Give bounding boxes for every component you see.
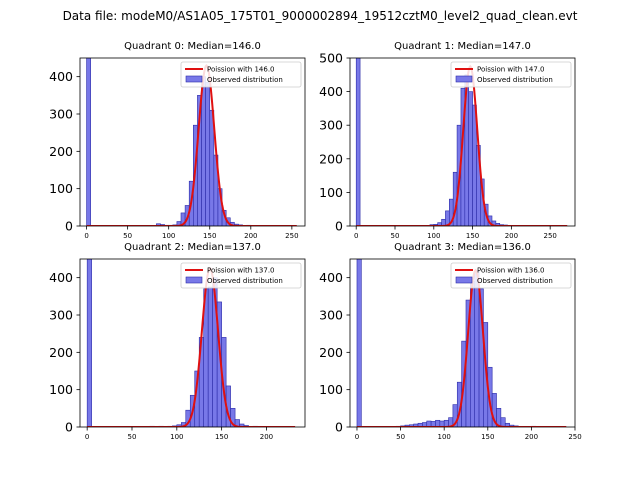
- axes-frame: [79, 57, 306, 227]
- x-tick-label: 50: [396, 433, 405, 441]
- y-tick-label: 300: [319, 308, 343, 323]
- subplot-title: Quadrant 0: Median=146.0: [124, 41, 261, 52]
- y-tick-label: 0: [65, 219, 73, 234]
- y-tick-label: 400: [49, 69, 73, 84]
- y-tick-label: 0: [335, 420, 343, 435]
- x-tick-label: 200: [525, 433, 538, 441]
- x-tick-label: 150: [215, 433, 228, 441]
- x-tick-label: 250: [543, 232, 556, 240]
- y-tick-label: 400: [319, 270, 343, 285]
- legend-label-observed: Observed distribution: [477, 76, 553, 84]
- x-tick-label: 200: [505, 232, 518, 240]
- y-tick-label: 0: [335, 219, 343, 234]
- legend-label-poisson: Poission with 146.0: [207, 66, 275, 74]
- y-tick-label: 300: [319, 118, 343, 133]
- legend-label-poisson: Poission with 137.0: [207, 267, 275, 275]
- histogram-bar: [205, 81, 211, 226]
- y-tick-label: 300: [49, 308, 73, 323]
- legend-bar-swatch: [455, 75, 473, 83]
- x-tick-label: 100: [427, 232, 440, 240]
- legend-label-poisson: Poission with 136.0: [477, 267, 545, 275]
- x-tick-label: 50: [128, 433, 137, 441]
- x-tick-label: 200: [260, 433, 273, 441]
- subplot-quadrant-0: Quadrant 0: Median=146.0 0 50 100 150 200 250 0…: [49, 41, 306, 240]
- poisson-fit-line: [86, 64, 297, 226]
- x-tick-label: 100: [437, 433, 450, 441]
- y-tick-label: 300: [49, 107, 73, 122]
- x-tick-label: 50: [391, 232, 400, 240]
- x-tick-label: 100: [162, 232, 175, 240]
- subplot-title: Quadrant 1: Median=147.0: [394, 41, 531, 52]
- plot-area: [86, 58, 297, 226]
- subplot-quadrant-3: Quadrant 3: Median=136.0 0 50 100 150 200 250 0…: [319, 242, 582, 441]
- poisson-fit-line: [356, 268, 567, 427]
- histogram-bar-zero: [355, 58, 361, 226]
- x-tick-label: 200: [244, 232, 257, 240]
- y-tick-label: 400: [319, 84, 343, 99]
- x-tick-label: 0: [84, 232, 88, 240]
- legend-bar-swatch: [455, 276, 473, 284]
- histogram-bar: [207, 286, 213, 427]
- x-tick-label: 150: [203, 232, 216, 240]
- histogram-bar: [468, 91, 473, 226]
- axes-frame: [349, 57, 576, 227]
- subplots-grid: Quadrant 0: Median=146.0 0 50 100 150 200 250 0…: [49, 41, 582, 441]
- axes-frame: [79, 258, 306, 428]
- plot-area: [356, 259, 567, 427]
- subplot-quadrant-1: Quadrant 1: Median=147.0 0 50 100 150 200 250 0…: [319, 41, 576, 240]
- legend-box: [180, 262, 302, 289]
- subplot-title: Quadrant 2: Median=137.0: [124, 242, 261, 253]
- histogram-bar: [230, 408, 236, 427]
- histogram-bar: [435, 419, 441, 427]
- histogram-bar-zero: [86, 259, 92, 427]
- x-tick-label: 150: [466, 232, 479, 240]
- legend-label-observed: Observed distribution: [207, 76, 283, 84]
- legend-label-observed: Observed distribution: [477, 277, 553, 285]
- figure-suptitle: Data file: modeM0/AS1A05_175T01_90000028…: [63, 9, 578, 23]
- legend-bar-swatch: [185, 276, 203, 284]
- x-tick-label: 100: [170, 433, 183, 441]
- legend-bar-swatch: [185, 75, 203, 83]
- axes-frame: [349, 258, 576, 428]
- y-tick-label: 100: [49, 382, 73, 397]
- x-tick-label: 0: [85, 433, 89, 441]
- x-tick-label: 150: [481, 433, 494, 441]
- histogram-bar: [500, 417, 506, 427]
- x-tick-label: 50: [123, 232, 132, 240]
- y-tick-label: 200: [319, 151, 343, 166]
- legend-label-poisson: Poission with 147.0: [477, 66, 545, 74]
- y-tick-label: 100: [49, 181, 73, 196]
- y-tick-label: 200: [319, 345, 343, 360]
- y-tick-label: 200: [49, 144, 73, 159]
- x-tick-label: 0: [354, 232, 358, 240]
- y-tick-label: 400: [49, 270, 73, 285]
- y-tick-label: 0: [65, 420, 73, 435]
- y-tick-label: 200: [49, 345, 73, 360]
- subplot-title: Quadrant 3: Median=136.0: [394, 242, 531, 253]
- legend-box: [180, 61, 302, 88]
- legend-box: [450, 262, 572, 289]
- histogram-bar: [201, 76, 206, 226]
- poisson-fit-line: [356, 64, 568, 226]
- histogram-bar-zero: [356, 259, 362, 427]
- legend: Poission with 137.0 Observed distribution: [180, 262, 302, 289]
- legend-box: [450, 61, 572, 88]
- x-tick-label: 0: [355, 433, 359, 441]
- legend: Poission with 147.0 Observed distribution: [450, 61, 572, 88]
- subplot-quadrant-2: Quadrant 2: Median=137.0 0 50 100 150 200 0 100…: [49, 242, 306, 441]
- x-tick-label: 250: [568, 433, 581, 441]
- legend: Poission with 146.0 Observed distribution: [180, 61, 302, 88]
- x-tick-label: 250: [285, 232, 298, 240]
- poisson-fit-line: [87, 266, 296, 427]
- legend-label-observed: Observed distribution: [207, 277, 283, 285]
- histogram-bar: [474, 269, 480, 427]
- legend: Poission with 136.0 Observed distribution: [450, 262, 572, 289]
- histogram-bar-zero: [86, 58, 91, 226]
- y-tick-label: 100: [319, 382, 343, 397]
- y-tick-label: 100: [319, 185, 343, 200]
- y-tick-label: 500: [319, 51, 343, 66]
